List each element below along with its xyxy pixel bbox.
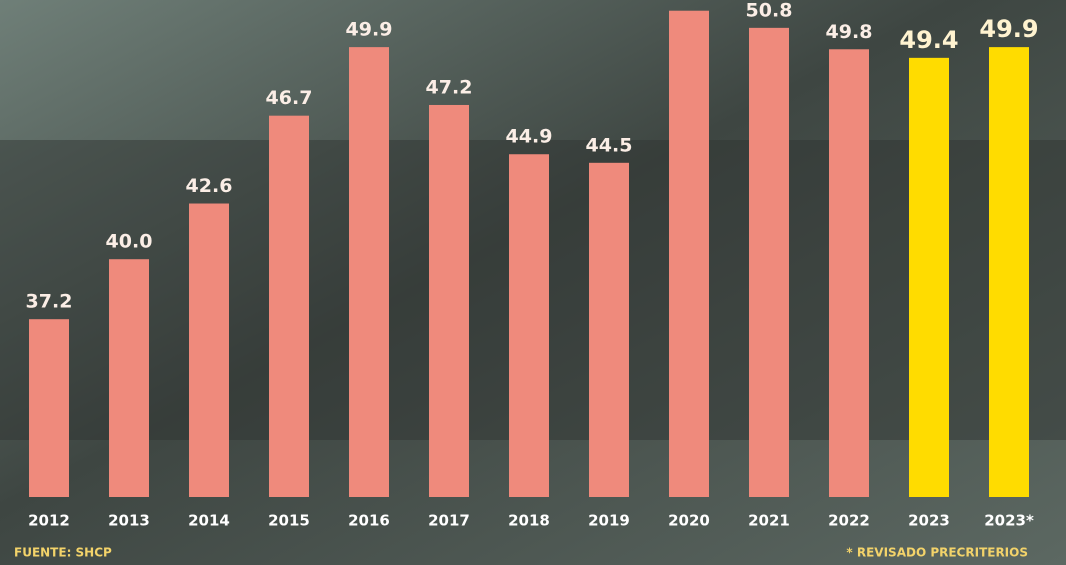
- x-tick-label: 2015: [268, 512, 310, 530]
- bar: [189, 203, 229, 497]
- value-label: 49.8: [826, 21, 873, 43]
- bar: [509, 154, 549, 497]
- value-label: 51.6: [666, 0, 713, 4]
- source: FUENTE: SHCP: [14, 546, 112, 560]
- bar: [829, 49, 869, 498]
- x-tick-label: 2020: [668, 512, 710, 530]
- value-label: 42.6: [186, 175, 233, 197]
- x-tick-label: 2019: [588, 512, 630, 530]
- value-label: 49.9: [346, 19, 393, 41]
- bar: [109, 259, 149, 497]
- value-label: 40.0: [106, 231, 153, 253]
- value-label: 49.4: [899, 26, 958, 54]
- value-label: 50.8: [746, 0, 793, 21]
- x-tick-label: 2023*: [984, 512, 1034, 530]
- note: * REVISADO PRECRITERIOS: [846, 546, 1028, 560]
- value-label: 44.9: [506, 126, 553, 148]
- bar: [749, 27, 789, 497]
- x-tick-label: 2017: [428, 512, 470, 530]
- value-label: 46.7: [266, 87, 313, 109]
- bar: [669, 10, 709, 497]
- bar: [269, 115, 309, 498]
- x-tick-label: 2012: [28, 512, 70, 530]
- value-label: 47.2: [426, 76, 473, 98]
- bar: [349, 47, 389, 498]
- x-tick-label: 2021: [748, 512, 790, 530]
- bar: [589, 162, 629, 497]
- value-label: 49.9: [979, 15, 1038, 43]
- x-tick-label: 2023: [908, 512, 950, 530]
- bar: [429, 104, 469, 498]
- x-tick-label: 2022: [828, 512, 870, 530]
- bar: [909, 57, 949, 498]
- x-tick-label: 2018: [508, 512, 550, 530]
- bar: [989, 47, 1029, 498]
- x-tick-label: 2016: [348, 512, 390, 530]
- value-label: 37.2: [26, 291, 73, 313]
- x-tick-label: 2013: [108, 512, 150, 530]
- bar: [29, 319, 69, 497]
- value-label: 44.5: [586, 134, 633, 156]
- x-tick-label: 2014: [188, 512, 230, 530]
